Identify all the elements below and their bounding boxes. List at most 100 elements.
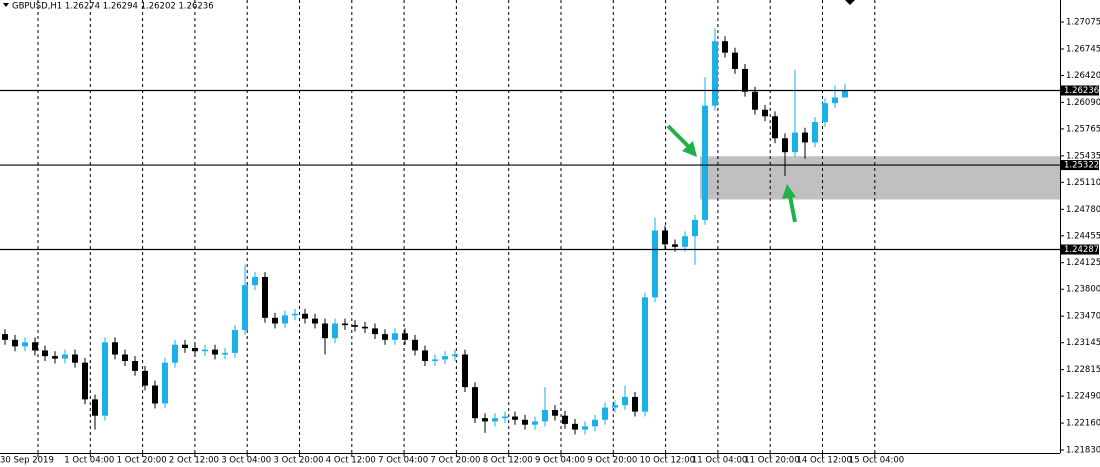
x-tick-label: 10 Oct 12:00	[640, 456, 695, 466]
candle-body	[132, 361, 138, 371]
candle-body	[632, 396, 638, 412]
candle-body	[792, 132, 798, 153]
candle-body	[212, 349, 218, 355]
x-tick-label: 1 Oct 04:00	[64, 456, 114, 466]
candle-body	[532, 421, 538, 425]
y-tick-label: 1.26090	[1066, 98, 1100, 108]
candle-body	[832, 97, 838, 104]
candle-body	[782, 138, 788, 153]
candle-body	[382, 334, 388, 340]
y-tick-label: 1.25765	[1066, 124, 1100, 134]
candle-body	[262, 277, 268, 318]
candle-body	[842, 90, 848, 98]
candle-body	[662, 230, 668, 245]
y-tick-label: 1.26420	[1066, 71, 1100, 81]
y-tick-label: 1.24780	[1066, 205, 1100, 215]
candle-body	[602, 407, 608, 420]
y-tick-label: 1.24125	[1066, 258, 1100, 268]
x-tick-label: 14 Oct 12:00	[797, 456, 852, 466]
y-tick-label: 1.22490	[1066, 392, 1100, 402]
level-label-box	[1061, 244, 1099, 255]
candle-body	[92, 399, 98, 416]
candle-body	[52, 356, 58, 359]
x-tick-label: 30 Sep 2019	[0, 456, 54, 466]
candle-body	[72, 354, 78, 363]
x-tick-label: 8 Oct 12:00	[483, 456, 533, 466]
candle-body	[442, 356, 448, 360]
candle-body	[152, 385, 158, 404]
candle-body	[822, 103, 828, 122]
symbol-menu-icon[interactable]	[3, 3, 9, 7]
x-tick-label: 7 Oct 20:00	[430, 456, 480, 466]
candle-body	[402, 333, 408, 340]
level-label-box	[1061, 160, 1099, 171]
candle-body	[122, 354, 128, 362]
x-tick-label: 11 Oct 20:00	[744, 456, 799, 466]
y-tick-label: 1.22815	[1066, 365, 1100, 375]
candle-body	[482, 418, 488, 422]
candle-body	[162, 362, 168, 404]
candle-body	[2, 334, 8, 340]
candle-body	[342, 323, 348, 326]
zone-layer	[700, 156, 1060, 200]
candle-body	[752, 91, 758, 110]
candle-body	[772, 116, 778, 139]
candle-body	[282, 315, 288, 324]
candle-body	[812, 121, 818, 143]
candle-body	[542, 410, 548, 422]
y-tick-label: 1.23470	[1066, 312, 1100, 322]
candle-body	[22, 342, 28, 347]
candle-body	[462, 354, 468, 388]
candle-body	[172, 344, 178, 363]
candle-body	[272, 317, 278, 324]
candle-body	[622, 396, 628, 406]
candle-body	[332, 323, 338, 339]
candle-body	[182, 344, 188, 348]
candle-body	[112, 342, 118, 355]
arrow-down-right	[666, 124, 697, 157]
candle-body	[252, 277, 258, 286]
candle-body	[82, 362, 88, 400]
candle-body	[312, 318, 318, 324]
candle-body	[582, 426, 588, 430]
x-tick-label: 4 Oct 12:00	[326, 456, 376, 466]
candle-body	[192, 347, 198, 352]
x-tick-label: 9 Oct 20:00	[587, 456, 637, 466]
support-zone	[700, 156, 1060, 200]
candle-body	[682, 236, 688, 247]
candle-body	[712, 41, 718, 106]
candle-layer	[2, 28, 848, 435]
candle-body	[412, 339, 418, 351]
candle-body	[302, 313, 308, 319]
candle-body	[572, 423, 578, 430]
candle-body	[362, 326, 368, 329]
candle-body	[692, 219, 698, 237]
candle-body	[102, 342, 108, 416]
candle-body	[492, 418, 498, 422]
candle-body	[432, 359, 438, 362]
candle-body	[232, 330, 238, 353]
y-tick-label: 1.23145	[1066, 338, 1100, 348]
x-tick-label: 1 Oct 20:00	[117, 456, 167, 466]
x-tick-label: 2 Oct 12:00	[169, 456, 219, 466]
x-tick-label: 9 Oct 04:00	[535, 456, 585, 466]
candle-body	[702, 105, 708, 220]
candle-body	[372, 328, 378, 335]
y-tick-label: 1.22160	[1066, 419, 1100, 429]
candle-body	[392, 333, 398, 340]
y-tick-label: 1.27075	[1066, 18, 1100, 28]
candle-body	[612, 405, 618, 408]
x-tick-label: 7 Oct 04:00	[378, 456, 428, 466]
candle-body	[722, 41, 728, 53]
x-tick-label: 15 Oct 04:00	[849, 456, 904, 466]
y-tick-label: 1.25435	[1066, 151, 1100, 161]
candle-body	[292, 313, 298, 316]
candle-body	[732, 52, 738, 69]
candle-body	[802, 132, 808, 143]
arrow-up	[782, 184, 797, 223]
candle-body	[202, 349, 208, 352]
candle-body	[512, 416, 518, 420]
